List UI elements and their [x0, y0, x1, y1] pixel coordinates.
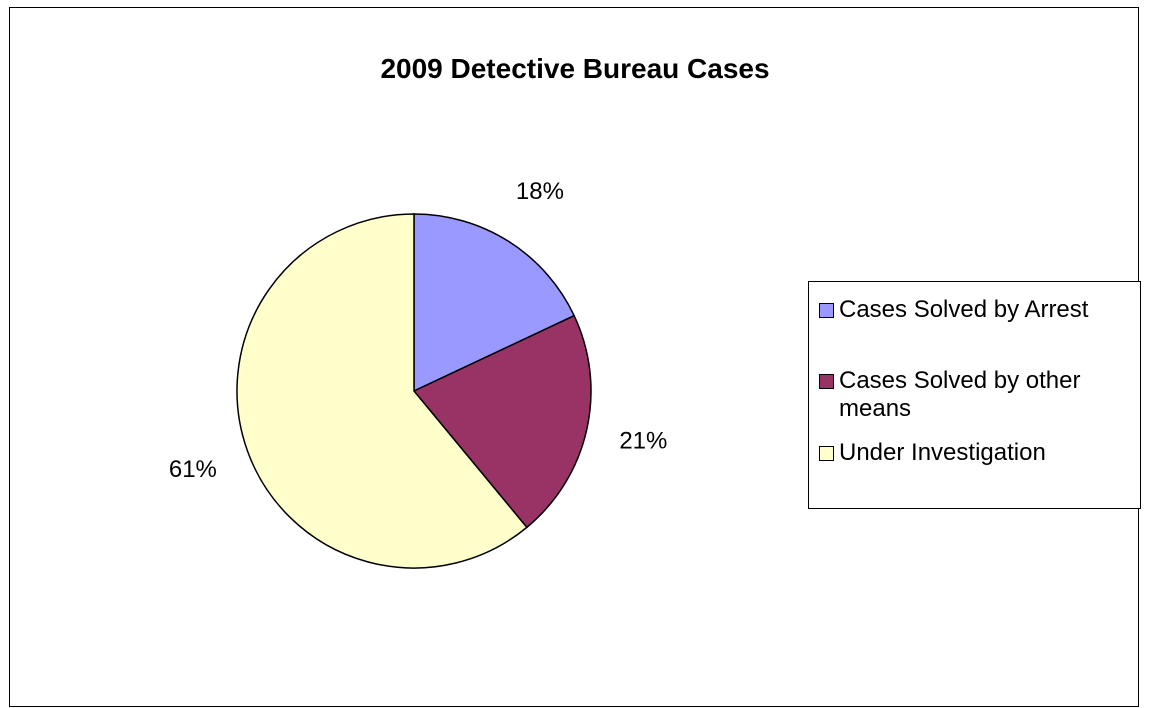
legend: Cases Solved by Arrest Cases Solved by o…	[808, 281, 1141, 509]
legend-label-arrest: Cases Solved by Arrest	[839, 296, 1089, 323]
chart-title: 2009 Detective Bureau Cases	[380, 53, 770, 84]
legend-swatch-under-investigation	[819, 446, 834, 461]
chart-area: 2009 Detective Bureau Cases 18% 21% 61% Ca…	[9, 7, 1141, 707]
data-label-under-investigation: 61%	[169, 456, 217, 483]
pie-chart: 18% 21% 61%	[169, 178, 667, 569]
legend-swatch-arrest	[819, 303, 834, 318]
legend-item-under-investigation: Under Investigation	[819, 439, 1139, 467]
legend-item-other-means: Cases Solved by other means	[819, 367, 1139, 423]
legend-label-under-investigation: Under Investigation	[839, 439, 1046, 466]
legend-label-other-means: Cases Solved by other means	[839, 367, 1081, 422]
legend-item-arrest: Cases Solved by Arrest	[819, 296, 1139, 324]
slice-arrest	[413, 213, 576, 393]
slice-under-investigation	[236, 213, 528, 569]
legend-swatch-other-means	[819, 374, 834, 389]
data-label-arrest: 18%	[516, 178, 564, 205]
data-label-other-means: 21%	[619, 428, 667, 455]
slice-other-means	[412, 314, 592, 529]
